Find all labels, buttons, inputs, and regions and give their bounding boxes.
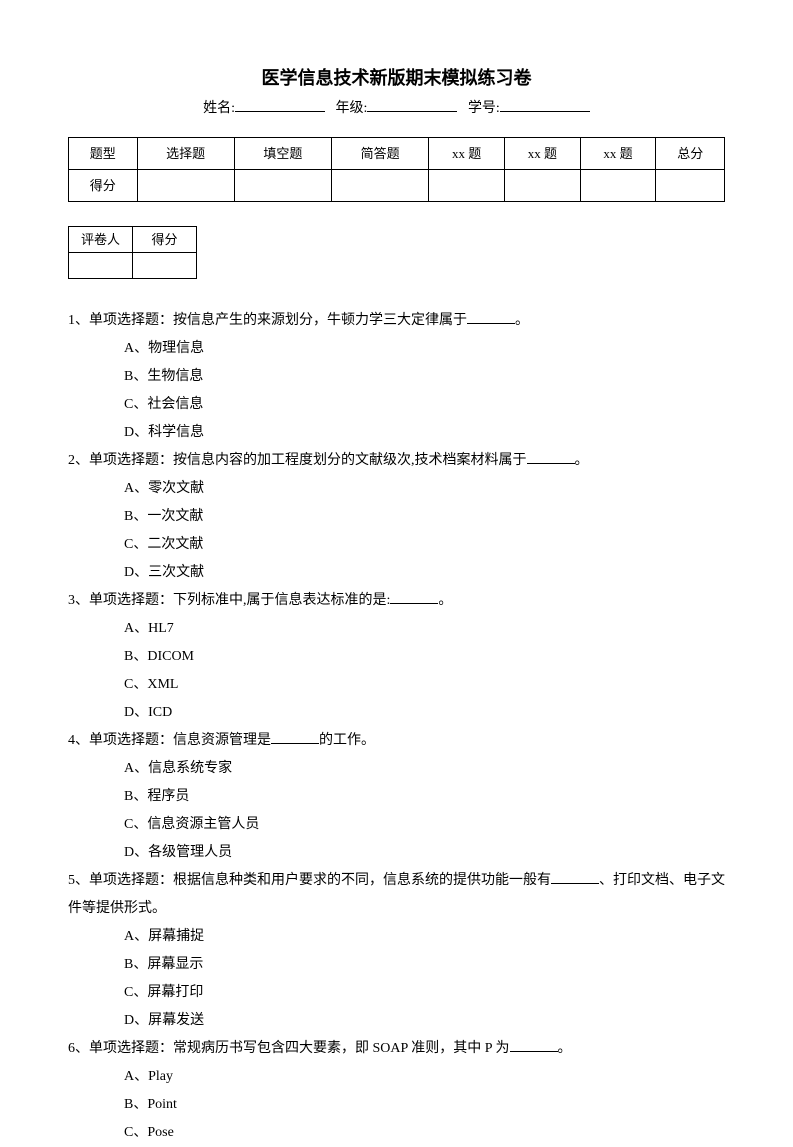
question-number: 5、 [68, 873, 89, 888]
question-option: C、XML [68, 671, 725, 699]
question-option: A、物理信息 [68, 335, 725, 363]
name-label: 姓名: [203, 101, 235, 116]
question-text: 单项选择题：信息资源管理是 [89, 733, 271, 748]
question-stem: 2、单项选择题：按信息内容的加工程度划分的文献级次,技术档案材料属于 。 [68, 447, 725, 475]
cell[interactable] [429, 170, 505, 202]
question-option: A、HL7 [68, 615, 725, 643]
table-row: 评卷人 得分 [69, 227, 197, 253]
cell[interactable] [332, 170, 429, 202]
question-option: A、零次文献 [68, 475, 725, 503]
question-text: 。 [558, 1041, 572, 1056]
question-option: D、科学信息 [68, 419, 725, 447]
score-table: 题型 选择题 填空题 简答题 xx 题 xx 题 xx 题 总分 得分 [68, 137, 725, 202]
question-stem: 3、单项选择题：下列标准中,属于信息表达标准的是: 。 [68, 587, 725, 615]
question-option: B、程序员 [68, 783, 725, 811]
cell: 得分 [69, 170, 138, 202]
cell: 得分 [133, 227, 197, 253]
cell: xx 题 [580, 138, 656, 170]
cell[interactable] [133, 253, 197, 279]
question-option: B、生物信息 [68, 363, 725, 391]
cell: 评卷人 [69, 227, 133, 253]
exam-title: 医学信息技术新版期末模拟练习卷 [68, 65, 725, 92]
question-number: 3、 [68, 593, 89, 608]
question-stem: 1、单项选择题：按信息产生的来源划分，牛顿力学三大定律属于 。 [68, 307, 725, 335]
question-option: C、社会信息 [68, 391, 725, 419]
question-option: B、一次文献 [68, 503, 725, 531]
question-number: 4、 [68, 733, 89, 748]
question-option: B、Point [68, 1091, 725, 1119]
question-option: B、DICOM [68, 643, 725, 671]
question-option: C、Pose [68, 1119, 725, 1147]
grade-label: 年级: [336, 101, 368, 116]
cell[interactable] [234, 170, 331, 202]
id-label: 学号: [468, 101, 500, 116]
question-text: 单项选择题：按信息内容的加工程度划分的文献级次,技术档案材料属于 [89, 453, 527, 468]
name-blank[interactable] [235, 98, 325, 112]
question-option: D、三次文献 [68, 559, 725, 587]
table-row [69, 253, 197, 279]
question-option: D、屏幕发送 [68, 1007, 725, 1035]
cell[interactable] [504, 170, 580, 202]
question-option: D、各级管理人员 [68, 839, 725, 867]
question-option: A、屏幕捕捉 [68, 923, 725, 951]
cell: 简答题 [332, 138, 429, 170]
cell: xx 题 [429, 138, 505, 170]
question-stem: 4、单项选择题：信息资源管理是 的工作。 [68, 727, 725, 755]
cell: 题型 [69, 138, 138, 170]
cell: xx 题 [504, 138, 580, 170]
question-text: 。 [515, 313, 529, 328]
id-blank[interactable] [500, 98, 590, 112]
question-text: 。 [438, 593, 452, 608]
question-option: A、Play [68, 1063, 725, 1091]
question-text: 单项选择题：根据信息种类和用户要求的不同，信息系统的提供功能一般有 [89, 873, 551, 888]
question-number: 6、 [68, 1041, 89, 1056]
answer-blank[interactable] [551, 872, 599, 884]
question-option: C、二次文献 [68, 531, 725, 559]
grade-blank[interactable] [367, 98, 457, 112]
question-stem: 5、单项选择题：根据信息种类和用户要求的不同，信息系统的提供功能一般有、打印文档… [68, 867, 725, 923]
cell[interactable] [656, 170, 725, 202]
question-option: D、ICD [68, 699, 725, 727]
question-text: 的工作。 [319, 733, 375, 748]
question-option: B、屏幕显示 [68, 951, 725, 979]
cell[interactable] [580, 170, 656, 202]
questions-section: 1、单项选择题：按信息产生的来源划分，牛顿力学三大定律属于。A、物理信息B、生物… [68, 307, 725, 1147]
table-row: 题型 选择题 填空题 简答题 xx 题 xx 题 xx 题 总分 [69, 138, 725, 170]
question-text: 单项选择题：按信息产生的来源划分，牛顿力学三大定律属于 [89, 313, 467, 328]
question-stem: 6、单项选择题：常规病历书写包含四大要素，即 SOAP 准则，其中 P 为 。 [68, 1035, 725, 1063]
question-number: 2、 [68, 453, 89, 468]
question-option: A、信息系统专家 [68, 755, 725, 783]
table-row: 得分 [69, 170, 725, 202]
student-info-line: 姓名: 年级: 学号: [68, 98, 725, 119]
answer-blank[interactable] [510, 1040, 558, 1052]
question-text: 单项选择题：常规病历书写包含四大要素，即 SOAP 准则，其中 P 为 [89, 1041, 510, 1056]
question-option: C、屏幕打印 [68, 979, 725, 1007]
cell: 选择题 [137, 138, 234, 170]
grader-table: 评卷人 得分 [68, 226, 197, 279]
question-option: C、信息资源主管人员 [68, 811, 725, 839]
cell: 总分 [656, 138, 725, 170]
cell[interactable] [69, 253, 133, 279]
answer-blank[interactable] [467, 312, 515, 324]
question-text: 单项选择题：下列标准中,属于信息表达标准的是: [89, 593, 390, 608]
answer-blank[interactable] [527, 452, 575, 464]
cell: 填空题 [234, 138, 331, 170]
cell[interactable] [137, 170, 234, 202]
question-number: 1、 [68, 313, 89, 328]
answer-blank[interactable] [271, 732, 319, 744]
answer-blank[interactable] [390, 592, 438, 604]
question-text: 。 [575, 453, 589, 468]
